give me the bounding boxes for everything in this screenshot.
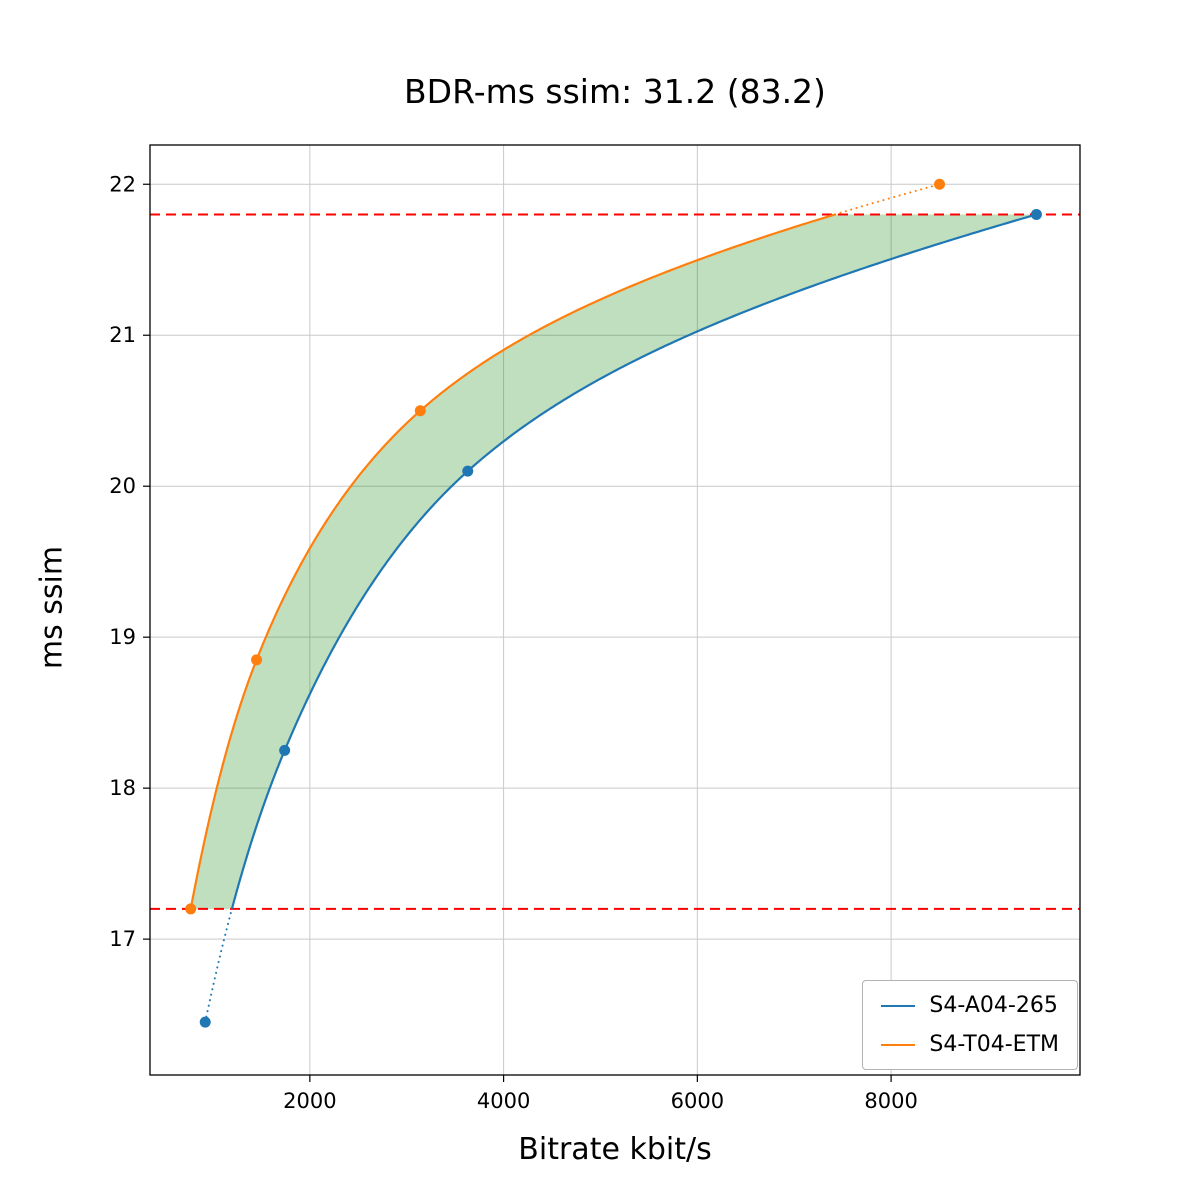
series-dotted-segment-S4-A04-265	[204, 907, 233, 1024]
plot-frame	[149, 144, 1081, 1076]
series-line-S4-T04-ETM	[189, 213, 836, 910]
y-tick-label: 20	[109, 474, 136, 498]
data-point-S4-T04-ETM	[251, 654, 263, 666]
x-axis-label: Bitrate kbit/s	[518, 1132, 712, 1167]
data-point-S4-A04-265	[199, 1016, 211, 1028]
legend-item-s4-a04-265: S4-A04-265	[881, 993, 1059, 1018]
y-tick-label: 18	[109, 776, 136, 800]
legend-label: S4-A04-265	[929, 993, 1058, 1018]
legend-line-swatch-blue	[881, 1004, 916, 1007]
y-tick-label: 19	[109, 625, 136, 649]
series-dotted-segment-S4-T04-ETM	[834, 183, 941, 216]
data-point-S4-T04-ETM	[185, 903, 197, 915]
chart-title: BDR-ms ssim: 31.2 (83.2)	[404, 72, 826, 111]
legend-line-swatch-orange	[881, 1043, 916, 1046]
legend: S4-A04-265 S4-T04-ETM	[862, 980, 1078, 1070]
legend-label: S4-T04-ETM	[929, 1032, 1059, 1057]
x-tick-label: 4000	[477, 1089, 530, 1113]
y-tick-label: 17	[109, 927, 136, 951]
x-tick-label: 2000	[283, 1089, 336, 1113]
x-tick-label: 8000	[864, 1089, 917, 1113]
series-line-S4-A04-265	[230, 213, 1037, 910]
y-axis-label: ms ssim	[34, 545, 70, 670]
x-tick-label: 6000	[671, 1089, 724, 1113]
y-tick-label: 21	[109, 323, 136, 347]
legend-item-s4-t04-etm: S4-T04-ETM	[881, 1032, 1059, 1057]
data-point-S4-T04-ETM	[934, 178, 946, 190]
data-point-S4-A04-265	[279, 744, 291, 756]
bd-shaded-region	[190, 214, 1037, 909]
data-point-S4-T04-ETM	[414, 405, 426, 417]
y-tick-label: 22	[109, 172, 136, 196]
data-point-S4-A04-265	[462, 465, 474, 477]
data-point-S4-A04-265	[1030, 208, 1042, 220]
